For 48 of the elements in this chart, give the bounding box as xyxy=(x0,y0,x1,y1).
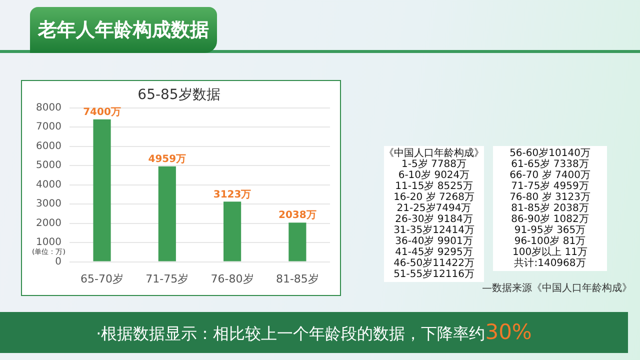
data-label: 4959万 xyxy=(148,154,186,165)
y-tick-label: 2000 xyxy=(36,218,62,229)
x-tick-label: 65-70岁 xyxy=(80,272,124,286)
y-tick-label: 8000 xyxy=(36,102,62,114)
text: ·根据数据显示：相比较上一个年龄段的数据，下降率约30% xyxy=(96,320,532,345)
data-label: 2038万 xyxy=(278,210,316,222)
x-tick-label: 76-80岁 xyxy=(210,272,254,286)
text: 76-80 岁 3123万 xyxy=(508,192,592,203)
text: 100岁以上 11万 xyxy=(512,247,588,258)
text: 66-70 岁 7400万 xyxy=(508,170,592,181)
text: 96-100岁 81万 xyxy=(513,236,587,247)
text: 41-45岁 9295万 xyxy=(394,247,474,258)
bar xyxy=(224,202,242,262)
bar xyxy=(158,166,176,262)
chart-title: 老年人年龄构成数据 xyxy=(30,7,217,53)
text: 56-60岁10140万 xyxy=(508,148,592,159)
text: 86-90岁 1082万 xyxy=(510,214,590,225)
data-label: 7400万 xyxy=(83,106,121,118)
text: 11-15岁 8525万 xyxy=(394,181,474,192)
data-label: 3123万 xyxy=(213,189,252,200)
text: 《中国人口年龄构成》 xyxy=(384,148,484,159)
text: 共计:140968万 xyxy=(513,258,587,269)
text: 61-65岁 7338万 xyxy=(510,159,590,170)
text: 16-20 岁 7268万 xyxy=(392,192,476,203)
y-tick-label: 7000 xyxy=(36,122,62,133)
chart-subtitle: 65-85岁数据 xyxy=(138,87,220,104)
text: 21-25岁7494万 xyxy=(396,203,472,214)
text: 71-75岁 4959万 xyxy=(510,181,590,192)
text: 1-5岁 7788万 xyxy=(400,159,468,170)
bar xyxy=(288,222,306,262)
text: 31-35岁12414万 xyxy=(392,225,476,236)
text: —数据来源《中国人口年龄构成》 xyxy=(482,282,632,295)
y-tick-label: 6000 xyxy=(36,140,62,152)
x-tick-label: 81-85岁 xyxy=(276,272,319,286)
text: 6-10岁 9024万 xyxy=(397,170,471,181)
text: 36-40岁 9901万 xyxy=(394,236,474,247)
y-tick-label: 4000 xyxy=(36,179,62,190)
text: 81-85岁 2038万 xyxy=(510,203,590,214)
text: 91-95岁 365万 xyxy=(513,225,587,236)
text: 46-50岁11422万 xyxy=(392,258,476,269)
text: 26-30岁 9184万 xyxy=(394,214,474,225)
y-tick-label: 3000 xyxy=(36,198,62,210)
y-tick-label: 1000 xyxy=(36,237,62,248)
text: 51-55岁12116万 xyxy=(392,269,476,280)
bar xyxy=(93,119,111,262)
x-tick-label: 71-75岁 xyxy=(146,272,189,286)
y-tick-label: 5000 xyxy=(36,160,62,172)
y-tick-label: 0 xyxy=(55,256,62,268)
